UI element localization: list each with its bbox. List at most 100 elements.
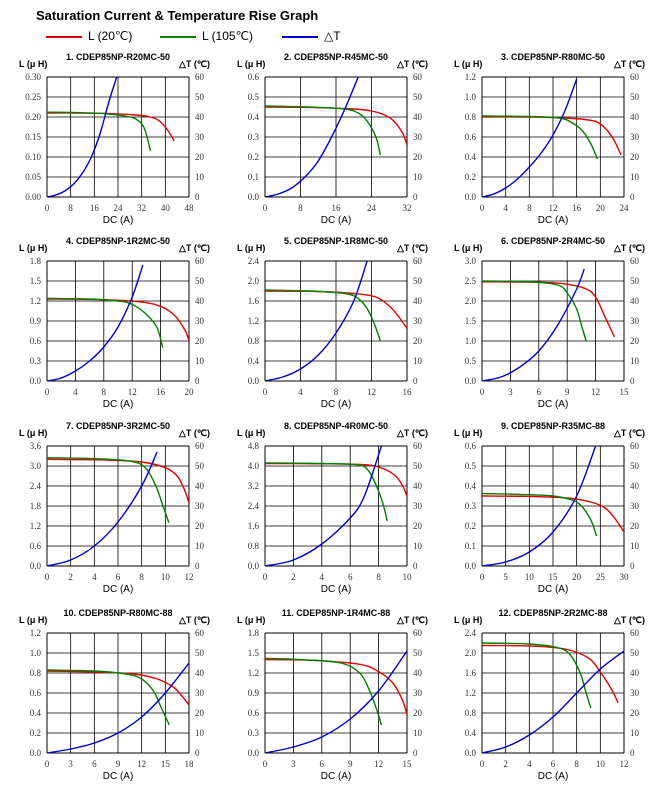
- x-tick-label: 8: [139, 572, 144, 582]
- series-line-dt: [47, 662, 189, 753]
- series-line-l105: [482, 642, 592, 709]
- y2-tick-label: 0: [195, 192, 200, 202]
- legend-label-dt: △T: [324, 29, 341, 43]
- y2-axis-label: △T (℃): [396, 615, 428, 625]
- y-tick-label: 0.2: [465, 521, 476, 531]
- y-axis-label: L (μ H): [237, 243, 265, 253]
- y-tick-label: 3.0: [465, 256, 477, 266]
- x-tick-label: 16: [156, 387, 166, 397]
- series-line-l20: [482, 281, 616, 338]
- y2-tick-label: 10: [195, 728, 205, 738]
- y-tick-label: 1.5: [465, 316, 477, 326]
- y2-tick-label: 0: [630, 561, 635, 571]
- y2-tick-label: 60: [195, 256, 205, 266]
- x-tick-label: 8: [376, 572, 381, 582]
- chart-6: 6. CDEP85NP-2R4MC-50 L (μ H) △T (℃) 0 3 6 9 12 1…: [454, 236, 645, 410]
- series-line-dt: [47, 77, 118, 197]
- y-tick-label: 0.5: [465, 356, 477, 366]
- y-tick-label: 2.5: [465, 276, 477, 286]
- y2-axis-label: △T (℃): [178, 59, 210, 69]
- legend-label-l105: L (105℃): [202, 29, 254, 43]
- y-tick-label: 4.0: [248, 461, 260, 471]
- y-tick-label: 0.9: [30, 316, 42, 326]
- chart-title: 12. CDEP85NP-2R2MC-88: [498, 608, 607, 618]
- y-tick-label: 2.0: [465, 296, 477, 306]
- chart-4: 4. CDEP85NP-1R2MC-50 L (μ H) △T (℃) 0 4 8 12 16…: [19, 236, 210, 410]
- y2-tick-label: 50: [630, 92, 640, 102]
- x-tick-label: 24: [114, 203, 124, 213]
- x-axis-label: DC (A): [103, 215, 134, 226]
- y2-tick-label: 0: [413, 748, 418, 758]
- y2-tick-label: 0: [630, 748, 635, 758]
- y2-tick-label: 10: [413, 172, 423, 182]
- series-line-l105: [265, 462, 388, 522]
- x-tick-label: 0: [263, 203, 268, 213]
- x-tick-label: 15: [161, 759, 171, 769]
- y-tick-label: 0.0: [465, 748, 477, 758]
- y2-tick-label: 30: [413, 132, 423, 142]
- y-tick-label: 0.0: [30, 561, 42, 571]
- y-tick-label: 0.20: [25, 112, 41, 122]
- series-line-dt: [265, 650, 407, 753]
- y2-tick-label: 50: [413, 276, 423, 286]
- y-tick-label: 0.8: [465, 708, 477, 718]
- y-axis-label: L (μ H): [19, 615, 47, 625]
- y2-tick-label: 20: [195, 521, 205, 531]
- y-tick-label: 0.00: [25, 192, 41, 202]
- y-axis-label: L (μ H): [454, 428, 482, 438]
- y-tick-label: 1.0: [30, 648, 42, 658]
- y2-tick-label: 40: [413, 668, 423, 678]
- series-line-l105: [47, 111, 152, 152]
- y2-tick-label: 20: [413, 708, 423, 718]
- y-tick-label: 2.4: [30, 481, 42, 491]
- y-tick-label: 0.1: [248, 172, 259, 182]
- chart-5: 5. CDEP85NP-1R8MC-50 L (μ H) △T (℃) 0 4 8 12 16…: [237, 236, 428, 410]
- y-tick-label: 0.6: [30, 688, 42, 698]
- x-tick-label: 9: [116, 759, 121, 769]
- y2-tick-label: 50: [195, 461, 205, 471]
- y-tick-label: 0.0: [30, 748, 42, 758]
- x-tick-label: 9: [348, 759, 353, 769]
- chart-title: 8. CDEP85NP-4R0MC-50: [284, 421, 388, 431]
- y-tick-label: 0.4: [465, 481, 477, 491]
- x-axis-label: DC (A): [321, 771, 352, 782]
- chart-7: 7. CDEP85NP-3R2MC-50 L (μ H) △T (℃) 0 2 4 6 8 10…: [19, 421, 210, 595]
- x-tick-label: 0: [480, 572, 485, 582]
- y-tick-label: 2.0: [465, 648, 477, 658]
- x-tick-label: 24: [367, 203, 377, 213]
- chart-title: 7. CDEP85NP-3R2MC-50: [66, 421, 170, 431]
- legend-swatch-dt: [282, 36, 318, 38]
- x-tick-label: 20: [572, 572, 582, 582]
- x-tick-label: 40: [161, 203, 171, 213]
- series-line-l20: [47, 458, 189, 503]
- y2-tick-label: 20: [413, 152, 423, 162]
- y-tick-label: 0.4: [248, 356, 260, 366]
- y2-tick-label: 20: [630, 708, 640, 718]
- y-tick-label: 0.9: [248, 688, 260, 698]
- y-tick-label: 0.30: [25, 72, 41, 82]
- x-tick-label: 0: [480, 759, 485, 769]
- y-tick-label: 2.4: [248, 256, 260, 266]
- y-tick-label: 0.3: [248, 132, 260, 142]
- y2-tick-label: 50: [413, 92, 423, 102]
- x-tick-label: 48: [185, 203, 195, 213]
- y2-tick-label: 30: [195, 316, 205, 326]
- x-tick-label: 15: [403, 759, 413, 769]
- y-tick-label: 2.4: [248, 501, 260, 511]
- x-tick-label: 0: [480, 387, 485, 397]
- y2-tick-label: 50: [413, 648, 423, 658]
- y-tick-label: 0.4: [248, 112, 260, 122]
- x-tick-label: 10: [161, 572, 171, 582]
- y-tick-label: 0.8: [248, 336, 260, 346]
- x-tick-label: 0: [45, 387, 50, 397]
- series-line-l20: [265, 462, 407, 497]
- y-axis-label: L (μ H): [19, 428, 47, 438]
- x-tick-label: 4: [527, 759, 532, 769]
- x-tick-label: 12: [367, 387, 376, 397]
- x-axis-label: DC (A): [103, 771, 134, 782]
- y2-tick-label: 10: [630, 356, 640, 366]
- chart-1: 1. CDEP85NP-R20MC-50 L (μ H) △T (℃) 0 8 16 24 3…: [19, 52, 210, 226]
- series-line-l105: [482, 492, 598, 537]
- series-line-l105: [47, 297, 164, 348]
- series-line-dt: [482, 650, 624, 753]
